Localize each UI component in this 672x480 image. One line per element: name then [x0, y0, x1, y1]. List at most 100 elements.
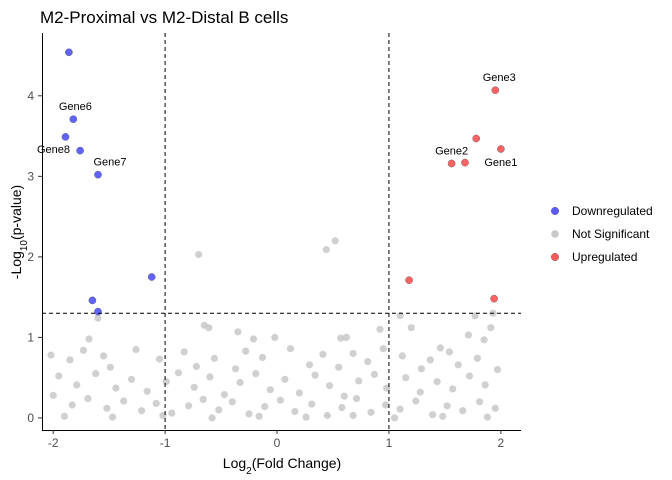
not-significant-point [436, 344, 444, 352]
not-significant-point [205, 324, 213, 332]
not-significant-point [382, 401, 390, 409]
not-significant-point [185, 402, 193, 410]
not-significant-point [349, 349, 357, 358]
not-significant-point [47, 351, 55, 359]
x-tick-label: -1 [160, 436, 171, 450]
x-axis-ticks: -2 -1 0 1 2 [48, 430, 505, 450]
not-significant-point [491, 404, 499, 412]
not-significant-point [208, 414, 216, 422]
not-significant-point [429, 411, 437, 419]
not-significant-point [337, 334, 345, 342]
not-significant-point [192, 362, 200, 370]
not-significant-point [180, 348, 188, 356]
y-axis-title: -Log10(p-value) [8, 185, 30, 279]
not-significant-point [174, 369, 183, 377]
not-significant-point [476, 398, 484, 406]
downregulated-point [94, 307, 102, 316]
not-significant-point [459, 407, 467, 415]
not-significant-point [108, 413, 117, 421]
data-points [47, 48, 505, 422]
not-significant-point [449, 385, 457, 393]
gene-label-gene6: Gene6 [59, 101, 92, 113]
not-significant-point [352, 395, 361, 403]
gene-label-gene8: Gene8 [37, 144, 70, 156]
not-significant-point [242, 347, 250, 355]
not-significant-point [473, 354, 481, 362]
not-significant-point [379, 345, 387, 353]
not-significant-point [493, 366, 502, 374]
not-significant-point [465, 372, 474, 380]
not-significant-point [305, 361, 314, 369]
x-tick-label: 2 [498, 436, 505, 450]
not-significant-point [390, 414, 399, 422]
gene-label-gene2: Gene2 [435, 145, 468, 157]
not-significant-point [454, 361, 462, 369]
not-significant-point [220, 391, 228, 399]
not-significant-point [85, 335, 93, 343]
x-tick-label: -2 [48, 436, 59, 450]
not-significant-point [92, 370, 100, 378]
not-significant-point [417, 365, 425, 373]
not-significant-point [311, 371, 319, 379]
legend-label-downregulated: Downregulated [572, 204, 653, 218]
not-significant-point [168, 409, 176, 417]
not-significant-point [143, 387, 151, 395]
not-significant-point [364, 358, 372, 366]
downregulated-point [69, 115, 78, 123]
not-significant-point [281, 375, 289, 383]
not-significant-point [152, 399, 160, 407]
gene-label-gene7: Gene7 [93, 157, 126, 169]
not-significant-point [335, 363, 343, 371]
not-significant-point [255, 412, 263, 420]
not-significant-point [443, 402, 451, 410]
not-significant-point [331, 237, 339, 245]
not-significant-point [402, 374, 410, 382]
not-significant-point [84, 395, 92, 403]
not-significant-point [206, 373, 214, 381]
y-tick-label: 1 [27, 330, 34, 344]
not-significant-point [291, 407, 299, 416]
not-significant-point [322, 246, 330, 254]
downregulated-point [94, 170, 102, 179]
not-significant-point [249, 335, 258, 343]
not-significant-point [155, 355, 164, 363]
legend-label-not-significant: Not Significant [572, 227, 650, 241]
not-significant-point [481, 381, 489, 389]
x-tick-label: 0 [274, 436, 281, 450]
not-significant-point [276, 396, 284, 404]
not-significant-point [228, 398, 236, 406]
upregulated-point [472, 134, 481, 143]
not-significant-point [398, 352, 406, 360]
not-significant-point [396, 405, 404, 413]
not-significant-point [195, 250, 203, 259]
not-significant-point [349, 411, 357, 420]
not-significant-point [162, 378, 170, 386]
not-significant-point [106, 363, 114, 371]
not-significant-point [94, 314, 102, 322]
gene-label-gene1: Gene1 [484, 157, 517, 169]
not-significant-point [232, 365, 240, 373]
not-significant-point [323, 411, 331, 420]
y-tick-label: 2 [27, 250, 34, 264]
not-significant-point [215, 406, 223, 414]
downregulated-point [65, 48, 73, 57]
downregulated-point [147, 273, 156, 281]
axes [42, 33, 521, 431]
chart-title: M2-Proximal vs M2-Distal B cells [40, 8, 288, 27]
not-significant-point [234, 328, 242, 336]
y-tick-label: 0 [27, 411, 34, 425]
not-significant-point [295, 389, 303, 397]
threshold-lines [42, 33, 521, 430]
x-axis-title: Log2(Fold Change) [223, 455, 341, 477]
not-significant-point [103, 404, 111, 412]
not-significant-point [483, 413, 491, 421]
not-significant-point [66, 356, 74, 364]
upregulated-point [405, 276, 413, 285]
not-significant-point [487, 324, 495, 332]
not-significant-point [355, 377, 363, 385]
not-significant-point [416, 388, 424, 396]
not-significant-point [439, 412, 447, 420]
not-significant-point [338, 403, 346, 412]
not-significant-point [376, 325, 384, 333]
gene-labels: Gene6 Gene8 Gene7 Gene3 Gene1 Gene2 [37, 72, 517, 169]
